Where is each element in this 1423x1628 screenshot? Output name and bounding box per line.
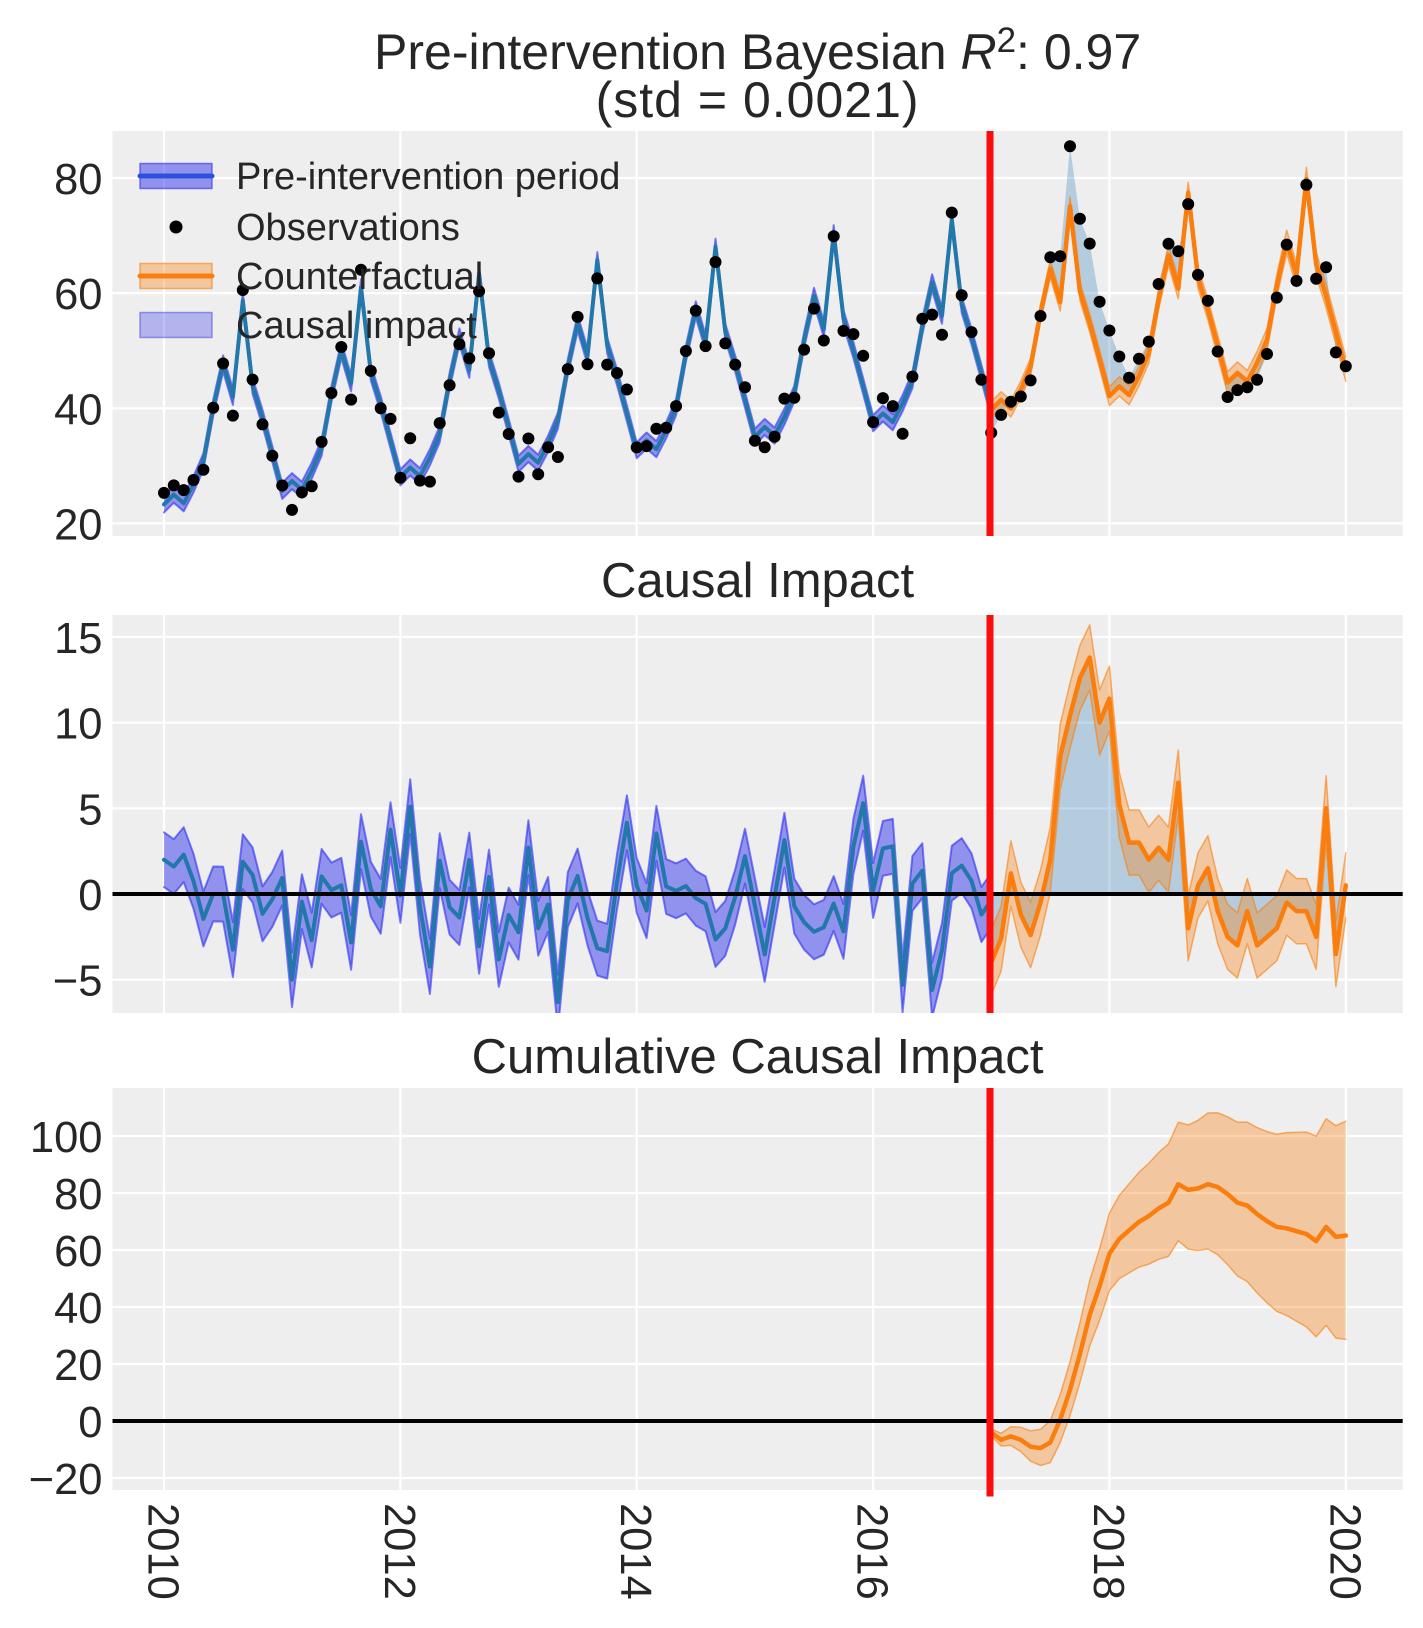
svg-text:80: 80 bbox=[54, 1171, 102, 1219]
svg-text:20: 20 bbox=[54, 1342, 102, 1390]
svg-text:100: 100 bbox=[30, 1114, 103, 1162]
svg-text:20: 20 bbox=[54, 501, 102, 549]
svg-text:Pre-intervention period: Pre-intervention period bbox=[236, 156, 620, 198]
svg-text:60: 60 bbox=[54, 271, 102, 319]
svg-text:Counterfactual: Counterfactual bbox=[236, 256, 483, 298]
svg-text:0: 0 bbox=[78, 872, 102, 920]
svg-text:Observations: Observations bbox=[236, 207, 460, 249]
svg-text:2020: 2020 bbox=[1320, 1503, 1368, 1600]
svg-text:Cumulative Causal Impact: Cumulative Causal Impact bbox=[472, 1030, 1044, 1084]
svg-text:2016: 2016 bbox=[848, 1503, 896, 1600]
svg-text:40: 40 bbox=[54, 386, 102, 434]
svg-text:10: 10 bbox=[54, 701, 102, 749]
svg-text:(std = 0.0021): (std = 0.0021) bbox=[596, 72, 920, 128]
svg-text:Pre-intervention Bayesian R2:: Pre-intervention Bayesian R2: 0.97 bbox=[374, 21, 1141, 80]
svg-text:−20: −20 bbox=[29, 1456, 103, 1504]
svg-text:Causal Impact: Causal Impact bbox=[601, 554, 915, 608]
svg-text:2012: 2012 bbox=[375, 1503, 423, 1600]
svg-text:Causal impact: Causal impact bbox=[236, 305, 477, 347]
svg-text:5: 5 bbox=[78, 786, 102, 834]
svg-text:0: 0 bbox=[78, 1399, 102, 1447]
svg-text:15: 15 bbox=[54, 615, 102, 663]
svg-text:60: 60 bbox=[54, 1228, 102, 1276]
svg-text:80: 80 bbox=[54, 156, 102, 204]
svg-text:40: 40 bbox=[54, 1285, 102, 1333]
svg-text:2010: 2010 bbox=[139, 1503, 187, 1600]
svg-text:2014: 2014 bbox=[611, 1503, 659, 1600]
svg-text:2018: 2018 bbox=[1084, 1503, 1132, 1600]
svg-text:−5: −5 bbox=[53, 958, 103, 1006]
